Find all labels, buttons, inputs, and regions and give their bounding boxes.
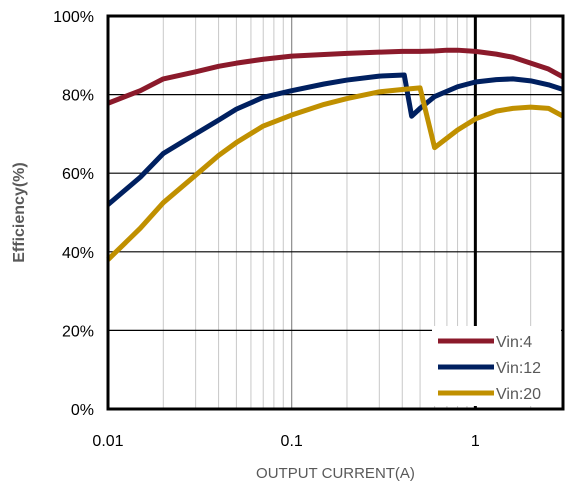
legend: Vin:4 Vin:12 Vin:20 <box>432 326 561 406</box>
y-axis-title: Efficiency(%) <box>11 162 28 262</box>
series-line-2 <box>106 72 564 207</box>
x-tick-label: 0.1 <box>281 433 303 450</box>
legend-label-3: Vin:20 <box>496 386 541 403</box>
plot-frame <box>106 14 565 411</box>
y-tick-label: 20% <box>62 323 94 340</box>
y-tick-label: 0% <box>71 402 94 419</box>
series-line-1 <box>107 47 565 106</box>
x-tick-label: 0.01 <box>92 433 123 450</box>
x-tick-label: 1 <box>471 433 480 450</box>
series-line-3 <box>106 85 565 262</box>
y-tick-label: 40% <box>62 245 94 262</box>
x-axis-title: OUTPUT CURRENT(A) <box>256 465 415 482</box>
legend-label-2: Vin:12 <box>496 360 541 377</box>
y-tick-labels: 0% 20% 40% 60% 80% 100% <box>53 9 94 419</box>
y-tick-label: 100% <box>53 9 94 26</box>
y-tick-label: 60% <box>62 166 94 183</box>
series-layer <box>106 47 565 262</box>
y-tick-label: 80% <box>62 88 94 105</box>
x-tick-labels: 0.01 0.1 1 <box>92 433 479 450</box>
legend-label-1: Vin:4 <box>496 334 532 351</box>
